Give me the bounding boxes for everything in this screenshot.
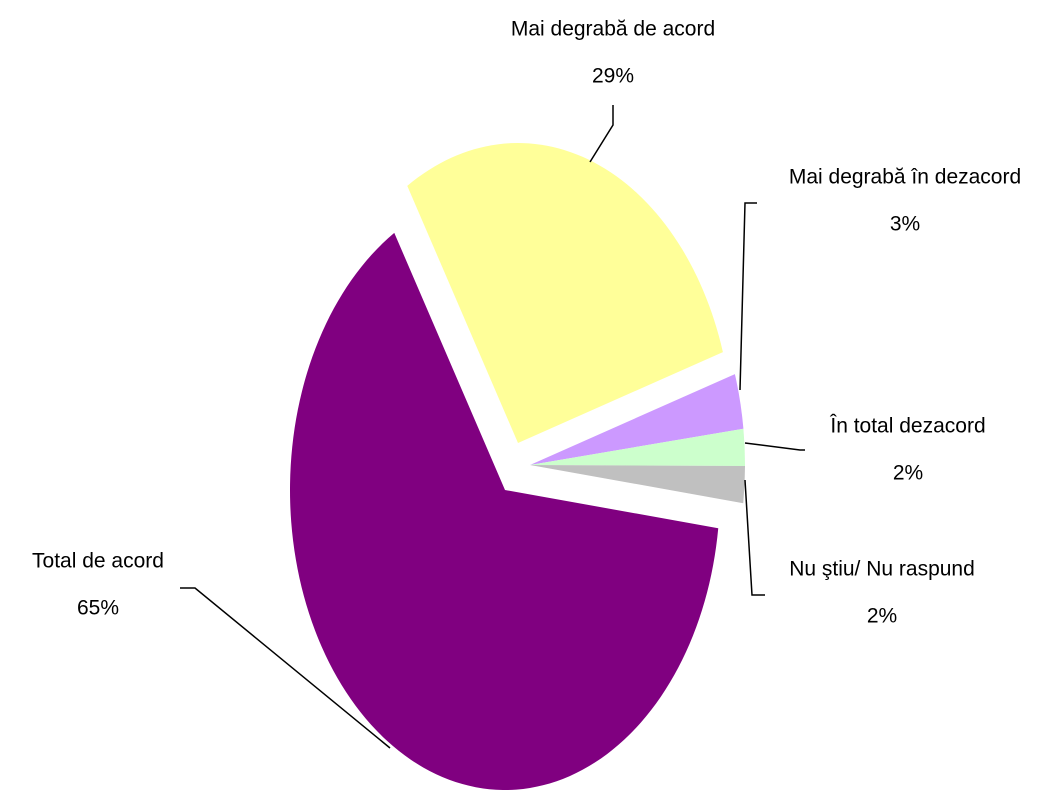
leader-line — [180, 587, 391, 749]
slice-value-label: 65% — [77, 597, 119, 620]
slice-label: Total de acord — [32, 550, 164, 573]
slice-label: Mai degrabă de acord — [511, 18, 715, 41]
slice-value-label: 29% — [592, 65, 634, 88]
slice-value-label: 3% — [890, 213, 920, 236]
pie-slice — [530, 428, 745, 466]
slice-label: Mai degrabă în dezacord — [789, 166, 1021, 189]
leader-line — [589, 105, 614, 163]
slice-label: În total dezacord — [829, 415, 985, 438]
slice-value-label: 2% — [867, 605, 897, 628]
leader-line — [739, 202, 757, 391]
slice-label: Nu ştiu/ Nu raspund — [789, 558, 975, 581]
leader-line — [744, 442, 805, 451]
slice-value-label: 2% — [893, 462, 923, 485]
leader-line — [744, 479, 765, 596]
pie-slice — [530, 374, 744, 465]
pie-slice — [407, 143, 723, 443]
pie-slice — [530, 465, 745, 504]
pie-slice — [289, 232, 719, 791]
